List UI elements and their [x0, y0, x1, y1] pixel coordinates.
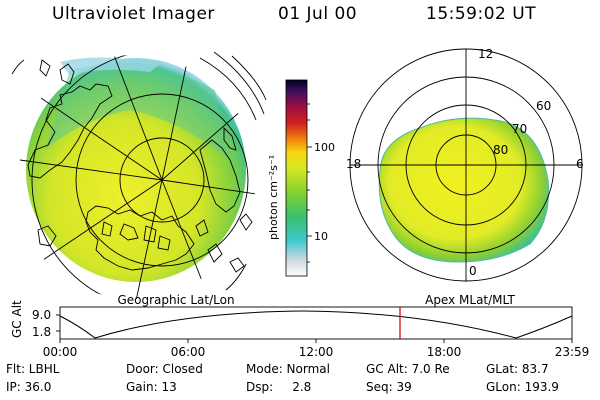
- time-label: 15:59:02 UT: [426, 4, 537, 24]
- orbit-xtick-0000: 00:00: [43, 345, 78, 359]
- page-title: Ultraviolet Imager: [52, 4, 215, 24]
- mlt-polar-plot: 12 18 6 0 60 70 80 Apex MLat/MLT: [346, 47, 584, 307]
- lat-label-60: 60: [536, 99, 551, 113]
- orbit-xtick-0600: 06:00: [171, 345, 206, 359]
- mlt-label-12: 12: [478, 47, 493, 61]
- info-door: Door: Closed: [126, 362, 203, 376]
- outer-arcs: [11, 51, 267, 291]
- colorbar-tick-10: 10: [314, 230, 328, 243]
- colorbar-tick-100: 100: [314, 141, 335, 154]
- info-gc-alt: GC Alt: 7.0 Re: [366, 362, 450, 376]
- orbit-xtick-1200: 12:00: [299, 345, 334, 359]
- mlt-label-18: 18: [346, 157, 361, 171]
- coastline-outline: [27, 59, 253, 273]
- orbit-ytick-9: 9.0: [32, 308, 51, 322]
- left-panel-caption: Geographic Lat/Lon: [117, 293, 234, 307]
- mlt-label-0: 0: [469, 264, 477, 278]
- info-mode: Mode: Normal: [246, 362, 330, 376]
- info-ip: IP: 36.0: [6, 380, 52, 394]
- lat-label-80: 80: [493, 143, 508, 157]
- orbit-plot-frame: [59, 306, 573, 340]
- date-label: 01 Jul 00: [278, 4, 358, 24]
- altitude-curve: [59, 310, 573, 339]
- orbit-ylabel: GC Alt: [10, 300, 24, 338]
- orbit-xtick-2359: 23:59: [555, 345, 590, 359]
- lat-circles: [31, 55, 256, 299]
- info-flt: Flt: LBHL: [6, 362, 60, 376]
- colorbar-gradient: [285, 79, 308, 277]
- right-panel-caption: Apex MLat/MLT: [425, 293, 515, 307]
- colorbar: 100 10 photon cm⁻²s⁻¹: [267, 79, 335, 277]
- info-glat: GLat: 83.7: [486, 362, 549, 376]
- colorbar-label: photon cm⁻²s⁻¹: [267, 155, 280, 240]
- lat-label-70: 70: [512, 122, 527, 136]
- dayglow-image: [26, 57, 246, 282]
- mlt-label-6: 6: [576, 157, 584, 171]
- auroral-oval: [378, 117, 550, 263]
- info-gain: Gain: 13: [126, 380, 177, 394]
- info-glon: GLon: 193.9: [486, 380, 559, 394]
- info-dsp: Dsp: 2.8: [246, 380, 312, 394]
- orbit-altitude-plot: GC Alt 9.0 1.8 00:00 06:00 12:00 18:00 2…: [10, 300, 589, 359]
- orbit-xtick-1800: 18:00: [427, 345, 462, 359]
- orbit-ytick-1-8: 1.8: [32, 325, 51, 339]
- info-seq: Seq: 39: [366, 380, 412, 394]
- geographic-map: Geographic Lat/Lon: [11, 51, 267, 307]
